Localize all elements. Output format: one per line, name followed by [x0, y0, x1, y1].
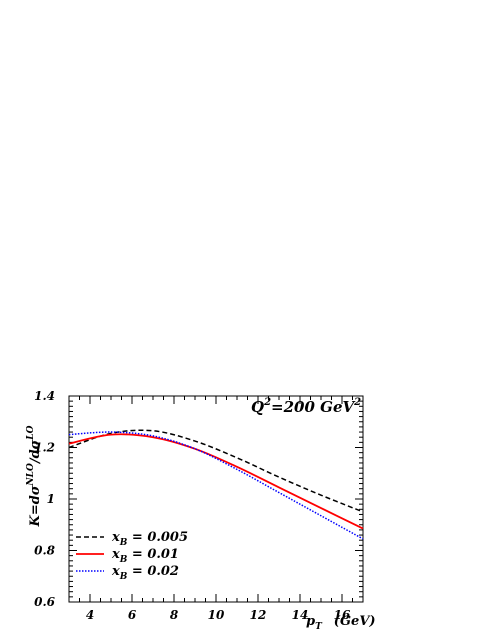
- x-tick-label: 8: [170, 608, 179, 622]
- x-tick-label: 4: [86, 608, 94, 622]
- series-line-2: [68, 433, 364, 530]
- x-tick-label: 16: [334, 608, 351, 622]
- y-tick-label: 1.4: [34, 389, 55, 403]
- axis-ticks: 4 6 8 10 12 14 16 0.6 0.8 1 1.2 1.4: [34, 389, 364, 622]
- x-axis-label: pT (GeV): [306, 614, 376, 632]
- x-tick-label: 14: [292, 608, 309, 622]
- y-tick-label: 0.8: [34, 544, 56, 558]
- x-tick-label: 10: [208, 608, 225, 622]
- y-tick-label: 1.2: [34, 441, 55, 455]
- y-tick-label: 0.6: [34, 595, 56, 609]
- series-group: [68, 429, 364, 540]
- legend-label: xB = 0.01: [111, 547, 179, 565]
- x-tick-label: 6: [128, 608, 137, 622]
- y-axis-label: K=dσNLO/dσLO: [26, 425, 43, 527]
- series-line-3: [68, 431, 364, 540]
- series-line-1: [68, 429, 364, 513]
- legend-label: xB = 0.005: [111, 530, 188, 548]
- legend-label: xB = 0.02: [111, 564, 179, 582]
- annotation: Q2=200 GeV2: [251, 397, 361, 416]
- x-tick-label: 12: [250, 608, 267, 622]
- y-tick-label: 1: [47, 492, 55, 506]
